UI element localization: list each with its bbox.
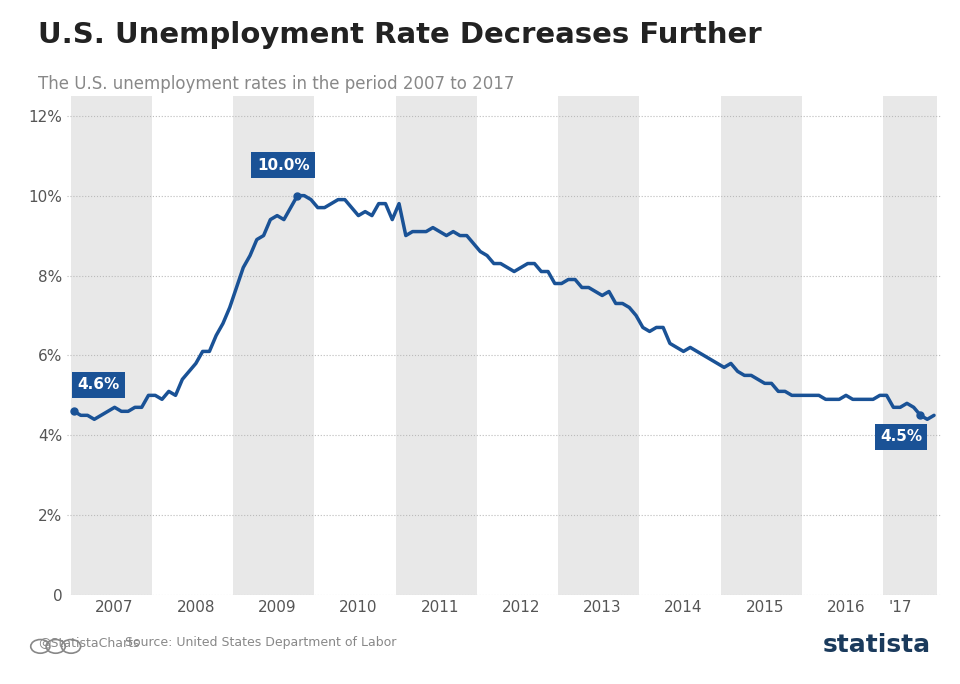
Text: The U.S. unemployment rates in the period 2007 to 2017: The U.S. unemployment rates in the perio… (38, 75, 515, 93)
Bar (558, 96, 639, 595)
Bar (233, 96, 314, 595)
Bar (396, 96, 477, 595)
Text: statista: statista (823, 633, 931, 657)
Text: U.S. Unemployment Rate Decreases Further: U.S. Unemployment Rate Decreases Further (38, 21, 762, 49)
Bar (71, 96, 152, 595)
Bar (883, 96, 937, 595)
Text: 10.0%: 10.0% (257, 157, 309, 172)
Text: @StatistaCharts: @StatistaCharts (38, 636, 140, 649)
Text: 4.6%: 4.6% (78, 378, 120, 393)
Text: Source: United States Department of Labor: Source: United States Department of Labo… (125, 636, 396, 649)
Bar (721, 96, 802, 595)
Text: 4.5%: 4.5% (880, 430, 922, 445)
